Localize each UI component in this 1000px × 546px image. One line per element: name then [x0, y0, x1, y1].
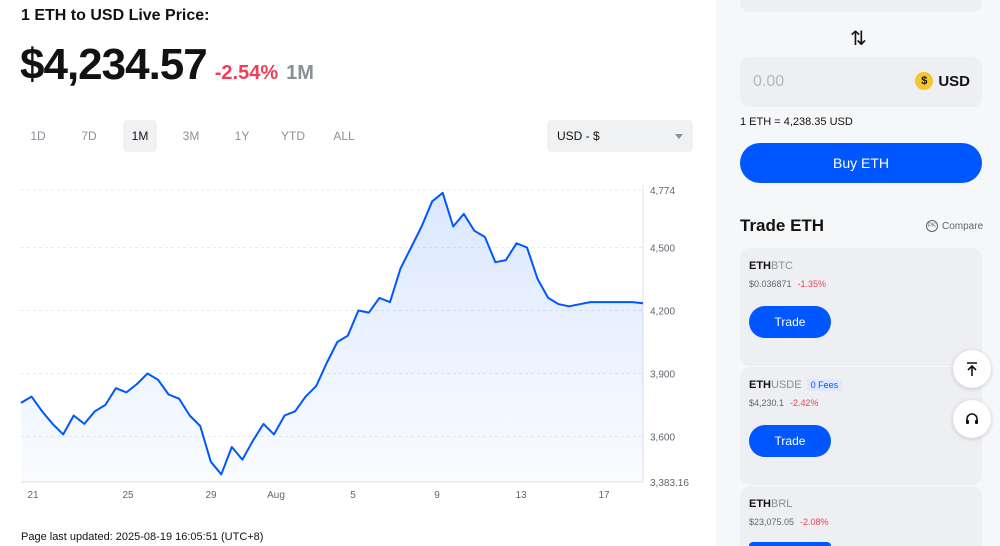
y-tick-label: 3,900: [650, 369, 675, 380]
trade-button[interactable]: Trade: [749, 425, 831, 457]
trade-card-eth-btc: ETH BTC $0.036871 -1.35% Trade: [740, 248, 982, 366]
buy-eth-button[interactable]: Buy ETH: [740, 143, 982, 183]
pair-stats: $0.036871 -1.35%: [749, 279, 826, 289]
currency-selector[interactable]: $ USD: [915, 72, 970, 90]
dollar-coin-icon: $: [915, 72, 934, 90]
pair-quote: BTC: [771, 260, 793, 272]
trade-button[interactable]: [749, 542, 831, 546]
price-change: -2.54%: [214, 62, 279, 84]
pair-change: -1.35%: [797, 279, 827, 289]
pair-price: $4,230.1: [749, 398, 785, 408]
pair-change: -2.08%: [800, 517, 829, 527]
swap-arrows-icon[interactable]: ⇅: [850, 28, 867, 50]
compare-icon: PK: [926, 220, 938, 232]
x-tick-label: Aug: [267, 490, 285, 501]
x-tick-label: 21: [27, 490, 39, 501]
usd-amount: 0.00: [753, 73, 785, 90]
pair-quote: USDE: [771, 379, 802, 391]
tab-1d[interactable]: 1D: [30, 129, 46, 143]
pair-base: ETH: [749, 260, 771, 272]
chevron-down-icon: [675, 133, 683, 139]
page-title: 1 ETH to USD Live Price:: [21, 7, 210, 24]
pair-quote: BRL: [771, 498, 793, 510]
x-tick-label: 29: [205, 490, 217, 501]
price-period: 1M: [286, 62, 314, 84]
last-updated: Page last updated: 2025-08-19 16:05:51 (…: [21, 531, 264, 543]
x-tick-label: 5: [350, 490, 356, 501]
x-tick-label: 9: [434, 490, 440, 501]
price-area: [21, 192, 643, 482]
exchange-rate: 1 ETH = 4,238.35 USD: [740, 116, 853, 128]
trade-card-eth-brl: ETH BRL $23,075.05 -2.08%: [740, 486, 982, 546]
pair-name: ETH BRL: [749, 498, 792, 510]
pair-name: ETH BTC: [749, 260, 793, 272]
tab-all[interactable]: ALL: [333, 129, 355, 143]
y-tick-label: 4,774: [650, 186, 675, 197]
pair-base: ETH: [749, 379, 771, 391]
pair-change: -2.42%: [790, 398, 819, 408]
compare-link[interactable]: PK Compare: [926, 220, 983, 232]
tab-3m[interactable]: 3M: [182, 129, 200, 143]
pair-name: ETH USDE 0 Fees: [749, 379, 843, 391]
currency-select-value: USD - $: [557, 129, 600, 143]
tab-1m[interactable]: 1M: [123, 120, 157, 152]
current-price: $4,234.57: [20, 40, 208, 89]
x-tick-label: 17: [598, 490, 610, 501]
compare-label: Compare: [942, 220, 984, 232]
back-to-top-icon[interactable]: [953, 350, 991, 388]
usd-input[interactable]: 0.00 $ USD: [740, 57, 982, 107]
y-tick-label: 3,600: [650, 432, 675, 443]
trade-card-eth-usde: ETH USDE 0 Fees $4,230.1 -2.42% Trade: [740, 367, 982, 485]
x-tick-label: 25: [122, 490, 134, 501]
y-tick-label: 3,383.16: [650, 478, 689, 489]
pair-stats: $4,230.1 -2.42%: [749, 398, 819, 408]
trade-button[interactable]: Trade: [749, 306, 831, 338]
tab-7d[interactable]: 7D: [81, 129, 97, 143]
y-tick-label: 4,200: [650, 307, 675, 318]
price-row: $4,234.57 -2.54% 1M: [20, 40, 314, 90]
x-tick-label: 13: [515, 490, 527, 501]
converter-input-eth[interactable]: [740, 0, 982, 12]
currency-code: USD: [938, 72, 970, 90]
fees-badge: 0 Fees: [806, 379, 843, 391]
y-tick-label: 4,500: [650, 244, 675, 255]
pair-price: $0.036871: [749, 279, 792, 289]
pair-price: $23,075.05: [749, 517, 795, 527]
currency-select[interactable]: USD - $: [547, 120, 693, 152]
range-tabs: 1D 7D 1M 3M 1Y YTD ALL: [21, 120, 378, 152]
price-line: [20, 191, 644, 476]
pair-stats: $23,075.05 -2.08%: [749, 517, 829, 527]
tab-ytd[interactable]: YTD: [281, 129, 305, 143]
price-chart[interactable]: 4,774 4,500 4,200 3,900 3,600 3,383.16 21 25 29 A…: [0, 170, 716, 505]
tab-1y[interactable]: 1Y: [234, 129, 250, 143]
trade-title: Trade ETH: [740, 216, 825, 235]
pair-base: ETH: [749, 498, 771, 510]
price-panel: 1 ETH to USD Live Price: $4,234.57 -2.54…: [0, 7, 716, 543]
headset-icon[interactable]: [953, 400, 991, 438]
